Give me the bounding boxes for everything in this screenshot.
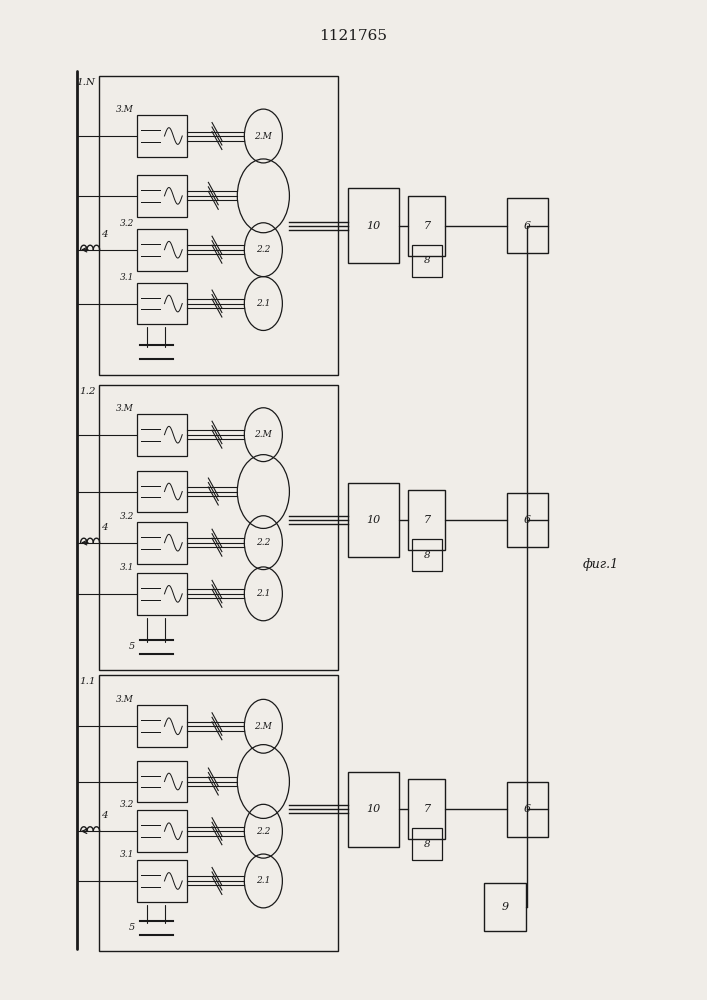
Bar [136, 283, 187, 324]
Text: 2.M: 2.M [255, 132, 272, 141]
Bar [348, 188, 399, 263]
Text: 3.1: 3.1 [119, 850, 134, 859]
Text: 9: 9 [501, 902, 508, 912]
Text: 10: 10 [366, 515, 380, 525]
Bar [409, 196, 445, 256]
Text: 2.2: 2.2 [256, 827, 271, 836]
Text: 7: 7 [423, 804, 431, 814]
Text: 6: 6 [524, 221, 531, 231]
Text: 2.2: 2.2 [256, 245, 271, 254]
Text: 10: 10 [366, 804, 380, 814]
Text: 5: 5 [129, 923, 135, 932]
Bar [484, 883, 526, 931]
Text: 2.1: 2.1 [256, 876, 271, 885]
Text: 8: 8 [423, 256, 430, 265]
Text: 7: 7 [423, 221, 431, 231]
Bar [409, 490, 445, 550]
Text: 6: 6 [524, 804, 531, 814]
Bar [348, 483, 399, 557]
Bar [136, 810, 187, 852]
Bar [136, 573, 187, 615]
Bar [136, 471, 187, 512]
Bar [136, 414, 187, 456]
Text: 1121765: 1121765 [320, 29, 387, 43]
Text: фиг.1: фиг.1 [583, 558, 619, 571]
Text: 1.1: 1.1 [79, 677, 95, 686]
Bar [136, 229, 187, 271]
Text: 3.2: 3.2 [119, 512, 134, 521]
Bar [507, 782, 548, 837]
Bar [136, 175, 187, 217]
Text: 1.2: 1.2 [79, 387, 95, 396]
Text: 3.1: 3.1 [119, 563, 134, 572]
Text: 8: 8 [423, 840, 430, 849]
Text: 8: 8 [423, 551, 430, 560]
Text: 3.1: 3.1 [119, 273, 134, 282]
Text: 2.2: 2.2 [256, 538, 271, 547]
Bar [412, 828, 442, 860]
Bar [409, 779, 445, 839]
Bar [412, 245, 442, 277]
Text: 3.M: 3.M [116, 105, 134, 114]
Bar [136, 522, 187, 564]
Bar [507, 198, 548, 253]
Bar [348, 772, 399, 847]
Bar [507, 493, 548, 547]
Text: 3.2: 3.2 [119, 219, 134, 228]
Text: 4: 4 [101, 811, 108, 820]
Text: 2.1: 2.1 [256, 299, 271, 308]
Bar [98, 675, 338, 951]
Bar [98, 76, 338, 375]
Text: 5: 5 [129, 642, 135, 651]
Bar [136, 860, 187, 902]
Text: 2.1: 2.1 [256, 589, 271, 598]
Text: 6: 6 [524, 515, 531, 525]
Text: 3.2: 3.2 [119, 800, 134, 809]
Text: 1.N: 1.N [77, 78, 95, 87]
Text: 4: 4 [101, 230, 108, 239]
Bar [136, 115, 187, 157]
Text: 3.M: 3.M [116, 695, 134, 704]
Text: 10: 10 [366, 221, 380, 231]
Text: 7: 7 [423, 515, 431, 525]
Bar [136, 761, 187, 802]
Bar [412, 539, 442, 571]
Bar [98, 385, 338, 670]
Text: 2.M: 2.M [255, 430, 272, 439]
Text: 2.M: 2.M [255, 722, 272, 731]
Text: 4: 4 [101, 523, 108, 532]
Bar [136, 705, 187, 747]
Text: 3.M: 3.M [116, 404, 134, 413]
